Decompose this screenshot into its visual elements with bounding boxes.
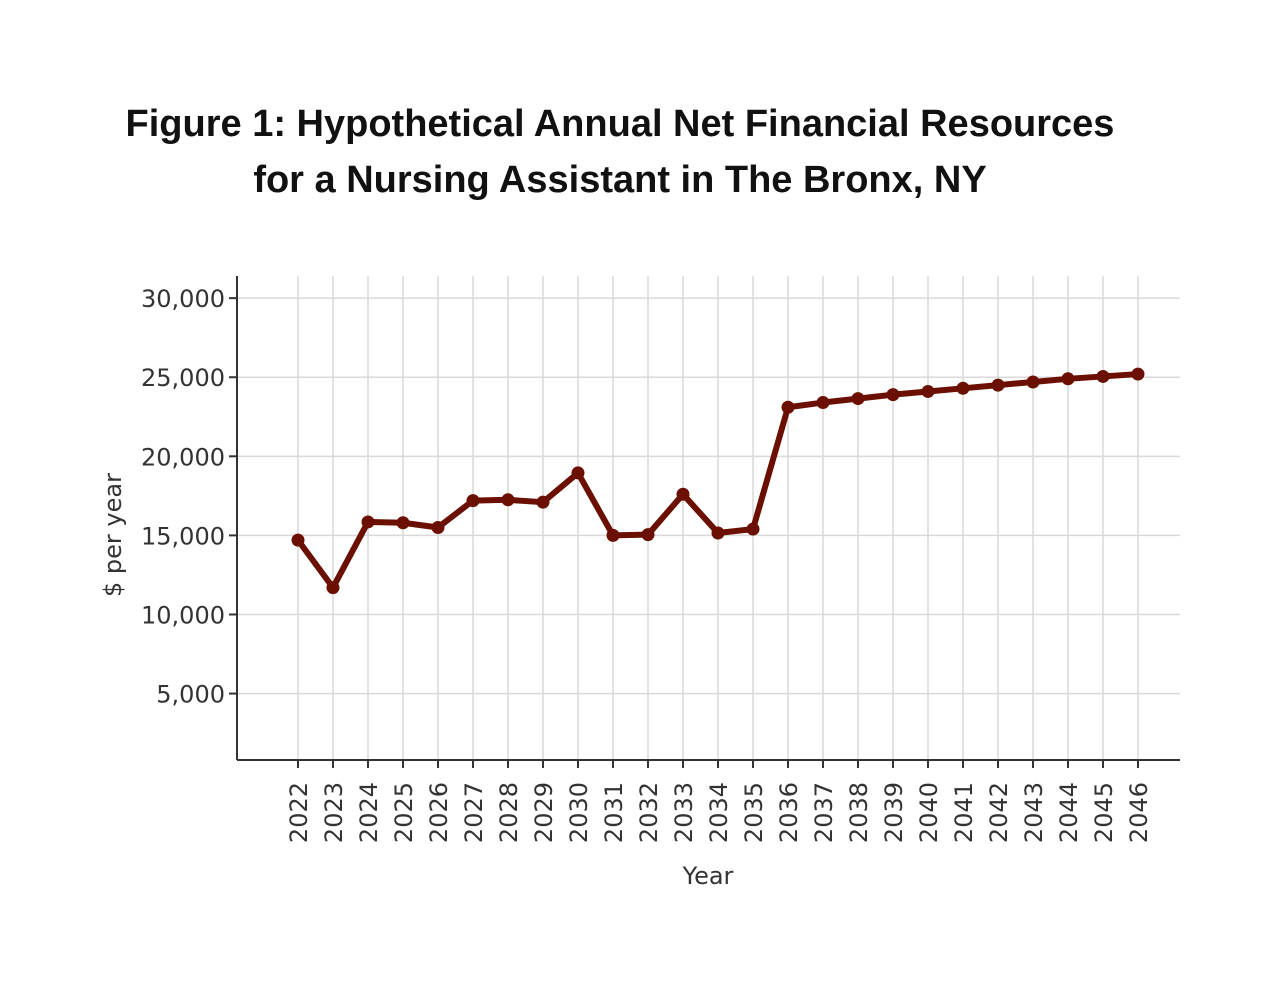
x-tick-label: 2036	[775, 782, 803, 843]
data-point	[291, 533, 305, 547]
data-point	[851, 392, 865, 406]
x-tick-label: 2034	[705, 782, 733, 843]
x-tick-label: 2037	[810, 782, 838, 843]
data-point	[361, 515, 375, 529]
figure-title-line-2: for a Nursing Assistant in The Bronx, NY	[253, 159, 987, 201]
data-point	[1061, 372, 1075, 386]
data-point	[326, 581, 340, 595]
y-tick-label: 15,000	[141, 522, 225, 550]
y-tick-label: 10,000	[141, 601, 225, 629]
y-tick-label: 5,000	[156, 681, 225, 709]
x-tick-label: 2022	[285, 782, 313, 843]
data-point	[1026, 375, 1040, 389]
grid-lines	[237, 276, 1180, 760]
x-tick-label: 2028	[495, 782, 523, 843]
data-point	[536, 495, 550, 509]
data-point	[1131, 367, 1145, 381]
data-point	[571, 466, 585, 480]
data-point	[466, 494, 480, 508]
data-point	[676, 487, 690, 501]
y-tick-label: 20,000	[141, 443, 225, 471]
y-tick-label: 30,000	[141, 285, 225, 313]
y-axis-label: $ per year	[99, 473, 127, 597]
x-tick-label: 2045	[1090, 782, 1118, 843]
figure-title: Figure 1: Hypothetical Annual Net Financ…	[0, 96, 1240, 208]
x-tick-label: 2031	[600, 782, 628, 843]
data-point	[781, 400, 795, 414]
data-point	[991, 378, 1005, 392]
data-series	[291, 367, 1145, 595]
y-tick-label: 25,000	[141, 364, 225, 392]
x-tick-label: 2026	[425, 782, 453, 843]
x-tick-label: 2042	[985, 782, 1013, 843]
x-tick-label: 2041	[950, 782, 978, 843]
x-tick-label: 2032	[635, 782, 663, 843]
x-tick-label: 2027	[460, 782, 488, 843]
data-point	[816, 396, 830, 410]
x-tick-labels: 2022 2023 2024 2025 2026 2027 2028 2029 2030 2031…	[285, 782, 1153, 843]
x-tick-label: 2023	[320, 782, 348, 843]
data-point	[711, 526, 725, 540]
x-tick-label: 2035	[740, 782, 768, 843]
data-point	[606, 528, 620, 542]
x-tick-label: 2046	[1125, 782, 1153, 843]
data-point	[886, 388, 900, 402]
x-tick-label: 2044	[1055, 782, 1083, 843]
data-point	[956, 381, 970, 395]
data-point	[746, 522, 760, 536]
x-tick-label: 2039	[880, 782, 908, 843]
x-tick-label: 2025	[390, 782, 418, 843]
data-point	[501, 493, 515, 507]
data-point	[396, 516, 410, 530]
x-tick-label: 2030	[565, 782, 593, 843]
axes	[229, 276, 1180, 768]
x-tick-label: 2043	[1020, 782, 1048, 843]
x-tick-label: 2038	[845, 782, 873, 843]
x-axis-label: Year	[682, 862, 734, 890]
y-tick-labels: 5,000 10,000 15,000 20,000 25,000 30,000	[141, 285, 225, 708]
x-tick-label: 2040	[915, 782, 943, 843]
x-tick-label: 2033	[670, 782, 698, 843]
data-point	[641, 528, 655, 542]
x-tick-label: 2024	[355, 782, 383, 843]
data-point	[921, 384, 935, 398]
data-point	[1096, 369, 1110, 383]
data-point	[431, 520, 445, 534]
x-tick-label: 2029	[530, 782, 558, 843]
figure-title-line-1: Figure 1: Hypothetical Annual Net Financ…	[125, 103, 1115, 145]
